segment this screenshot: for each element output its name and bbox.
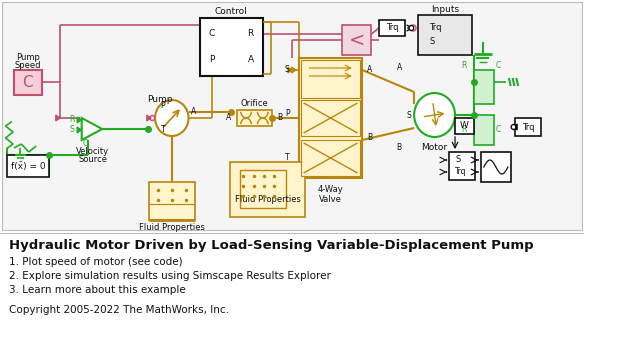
Bar — [379, 20, 405, 36]
Text: T: T — [160, 126, 165, 135]
Text: R: R — [462, 126, 467, 135]
Text: <: < — [348, 30, 365, 49]
Text: f(x) = 0: f(x) = 0 — [11, 162, 46, 171]
Text: T: T — [285, 154, 290, 163]
Text: P: P — [160, 101, 165, 110]
Bar — [199, 18, 263, 76]
Bar — [299, 58, 362, 178]
Bar — [240, 170, 286, 208]
Text: C: C — [23, 75, 33, 90]
Text: Speed: Speed — [14, 61, 41, 69]
Polygon shape — [147, 115, 152, 121]
Text: Control: Control — [215, 8, 248, 16]
Polygon shape — [292, 67, 296, 73]
Bar — [148, 182, 195, 220]
Text: S: S — [429, 37, 434, 46]
Text: Pump: Pump — [16, 53, 40, 62]
Bar — [450, 152, 476, 180]
Bar — [455, 118, 474, 134]
Bar — [237, 110, 272, 126]
Bar — [481, 152, 511, 182]
Text: S: S — [406, 110, 411, 119]
Text: C: C — [496, 61, 501, 69]
Text: Valve: Valve — [319, 196, 342, 204]
Text: B: B — [397, 143, 402, 152]
Bar — [342, 25, 372, 55]
Text: S: S — [455, 155, 460, 164]
Circle shape — [150, 115, 155, 121]
Text: B: B — [277, 114, 283, 122]
Circle shape — [411, 25, 416, 31]
Text: Copyright 2005-2022 The MathWorks, Inc.: Copyright 2005-2022 The MathWorks, Inc. — [9, 305, 230, 315]
Text: C: C — [209, 29, 215, 38]
Bar — [14, 70, 42, 95]
Text: A: A — [226, 114, 231, 122]
Circle shape — [409, 25, 414, 30]
Text: A: A — [367, 65, 372, 74]
Bar — [418, 15, 472, 55]
Text: Pump: Pump — [147, 95, 172, 105]
Text: 4-Way: 4-Way — [318, 185, 343, 195]
Polygon shape — [56, 115, 60, 121]
Text: Motor: Motor — [421, 143, 448, 151]
Polygon shape — [513, 124, 517, 130]
Text: P: P — [285, 109, 290, 118]
Text: Trq: Trq — [386, 24, 398, 33]
Circle shape — [155, 100, 189, 136]
Text: Trq: Trq — [429, 24, 442, 33]
Bar — [230, 162, 304, 217]
Polygon shape — [82, 118, 102, 140]
Text: 3. Learn more about this example: 3. Learn more about this example — [9, 285, 186, 295]
Circle shape — [414, 93, 455, 137]
Text: 2. Explore simulation results using Simscape Results Explorer: 2. Explore simulation results using Sims… — [9, 271, 331, 281]
Text: Hydraulic Motor Driven by Load-Sensing Variable-Displacement Pump: Hydraulic Motor Driven by Load-Sensing V… — [9, 238, 534, 252]
Text: P: P — [209, 56, 214, 65]
Bar — [301, 60, 360, 98]
Text: Trq: Trq — [522, 122, 535, 131]
Text: S: S — [70, 126, 74, 135]
Text: A: A — [191, 107, 196, 117]
Text: Velocity: Velocity — [76, 147, 109, 156]
Bar — [301, 140, 360, 176]
Text: R: R — [462, 61, 467, 69]
Text: Source: Source — [79, 155, 108, 164]
Bar — [474, 70, 494, 104]
Bar — [8, 155, 49, 177]
Text: C: C — [83, 139, 88, 147]
Text: C: C — [496, 126, 501, 135]
Text: R: R — [248, 29, 254, 38]
Polygon shape — [288, 67, 292, 73]
Text: R: R — [69, 115, 74, 125]
Text: Orifice: Orifice — [240, 99, 269, 109]
Bar — [301, 100, 360, 136]
Bar — [2, 2, 582, 230]
Text: Inputs: Inputs — [431, 5, 459, 15]
Text: 1. Plot speed of motor (see code): 1. Plot speed of motor (see code) — [9, 257, 183, 267]
Text: S: S — [285, 65, 290, 74]
Text: Fluid Properties: Fluid Properties — [235, 196, 301, 204]
Polygon shape — [77, 117, 82, 123]
Text: B: B — [367, 134, 372, 143]
Text: W: W — [460, 122, 469, 131]
Polygon shape — [77, 127, 82, 133]
Bar — [474, 115, 494, 145]
Bar — [515, 118, 542, 136]
Text: Fluid Properties: Fluid Properties — [139, 224, 204, 232]
Text: Trq: Trq — [455, 167, 467, 176]
Text: A: A — [248, 56, 253, 65]
Text: A: A — [397, 64, 402, 73]
Circle shape — [511, 125, 516, 130]
